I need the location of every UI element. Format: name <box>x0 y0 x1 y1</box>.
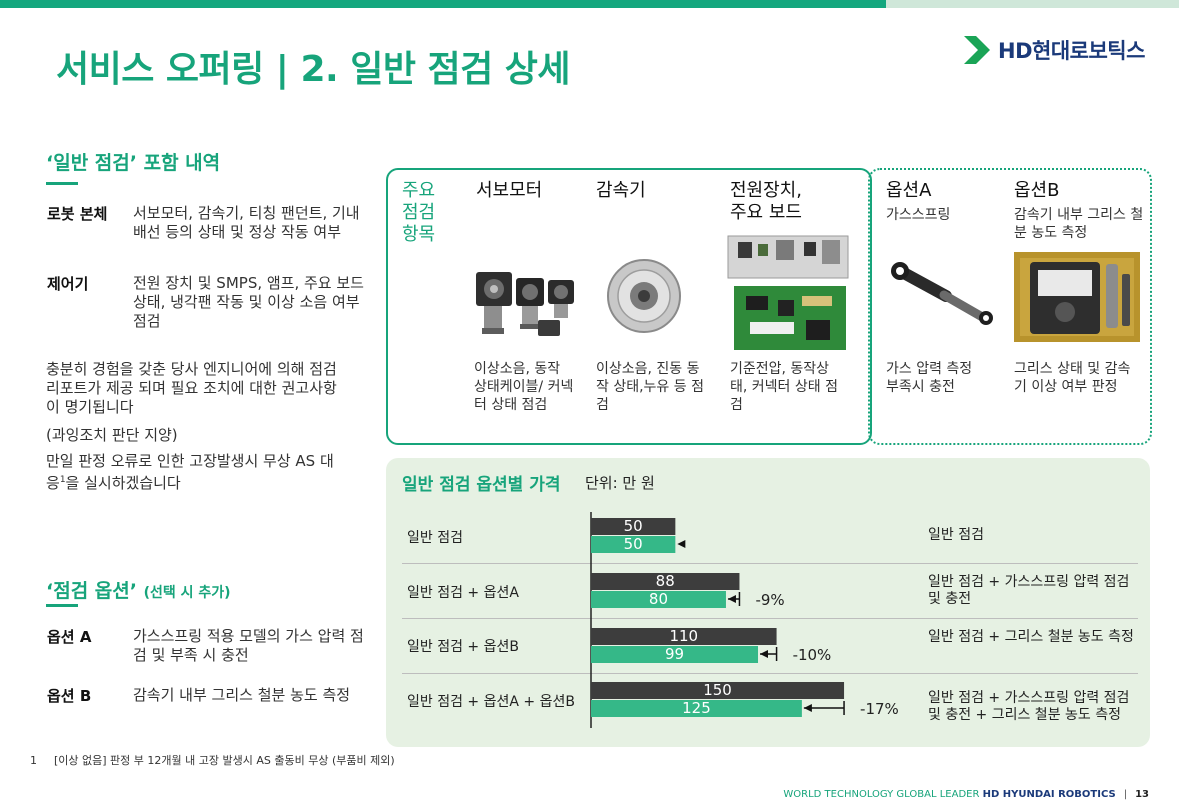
bar-value-label: 150 <box>703 681 732 699</box>
reducer-image <box>607 259 681 333</box>
discount-arrow-head <box>727 595 736 603</box>
page-title: 서비스 오퍼링 | 2. 일반 점검 상세 <box>56 49 571 90</box>
robot-body-label: 로봇 본체 <box>47 205 108 223</box>
grease-meter-image <box>1014 252 1140 342</box>
option-b-text: 감속기 내부 그리스 철분 농도 측정 <box>133 686 351 704</box>
option-b-desc: 그리스 상태 및 감속기 이상 여부 판정 <box>1014 361 1131 395</box>
option-b-heading: 옵션B <box>1014 180 1060 201</box>
row-description: 일반 점검 + 가스스프링 압력 점검 및 충전 + 그리스 철분 농도 측정 <box>928 690 1130 723</box>
section-options-title: ‘점검 옵션’ (선택 시 추가) <box>46 580 231 602</box>
logo-text: HD현대로보틱스 <box>998 39 1145 63</box>
reducer-desc: 이상소음, 진동 동작 상태,누유 등 점검 <box>596 361 704 413</box>
row-divider <box>402 673 1138 674</box>
section-included-title: ‘일반 점검’ 포함 내역 <box>46 152 221 174</box>
main-items-label: 주요 점검 항목 <box>402 180 436 245</box>
row-divider <box>402 618 1138 619</box>
option-a-text: 가스스프링 적용 모델의 가스 압력 점검 및 부족 시 충전 <box>133 627 364 664</box>
row-label: 일반 점검 + 옵션B <box>407 639 519 655</box>
section-underline <box>46 604 78 607</box>
bar-value-label: 125 <box>682 699 711 717</box>
report-paragraph: 충분히 경험을 갖춘 당사 엔지니어에 의해 점검 리포트가 제공 되며 필요 … <box>46 360 337 416</box>
discount-label: -10% <box>793 646 832 664</box>
footnote: 1 [이상 없음] 판정 부 12개월 내 고장 발생시 AS 출동비 무상 (부… <box>30 754 395 767</box>
bar-offer-price <box>591 646 759 663</box>
page-number: 13 <box>1135 789 1149 800</box>
row-description: 일반 점검 + 그리스 철분 농도 측정 <box>928 629 1134 645</box>
option-a-desc: 가스 압력 측정 부족시 충전 <box>886 361 973 395</box>
bar-value-label: 80 <box>649 590 668 608</box>
discount-arrow-head <box>803 704 812 712</box>
bar-list-price <box>591 573 740 590</box>
servo-motor-image <box>476 272 574 336</box>
row-description: 일반 점검 <box>928 527 984 543</box>
top-accent-bar <box>0 0 1179 8</box>
option-a-subtitle: 가스스프링 <box>886 207 951 223</box>
discount-label: -9% <box>755 591 784 609</box>
power-board-image <box>727 235 849 350</box>
option-items-panel <box>868 168 1152 445</box>
bar-list-price <box>591 518 676 535</box>
footer-brand: HD HYUNDAI ROBOTICS <box>982 789 1116 800</box>
bar-offer-price <box>591 700 802 717</box>
discount-label: -17% <box>860 700 899 718</box>
bar-list-price <box>591 628 777 645</box>
power-board-heading: 전원장치, 주요 보드 <box>730 180 802 223</box>
power-supply-unit <box>727 235 849 279</box>
footer-tagline: WORLD TECHNOLOGY GLOBAL LEADER <box>783 789 980 800</box>
option-b-label: 옵션 B <box>47 687 92 705</box>
option-b-subtitle: 감속기 내부 그리스 철분 농도 측정 <box>1014 207 1144 241</box>
row-description: 일반 점검 + 가스스프링 압력 점검 및 충전 <box>928 574 1130 607</box>
reducer-heading: 감속기 <box>596 180 646 201</box>
option-a-heading: 옵션A <box>886 180 932 201</box>
footer: WORLD TECHNOLOGY GLOBAL LEADER HD HYUNDA… <box>783 789 1149 800</box>
servo-motor-heading: 서보모터 <box>476 180 543 201</box>
gas-spring-image <box>891 262 993 325</box>
same-price-marker <box>677 540 686 548</box>
bar-offer-price <box>591 591 726 608</box>
bar-value-label: 50 <box>624 517 643 535</box>
row-label: 일반 점검 + 옵션A <box>407 585 519 601</box>
bar-value-label: 99 <box>665 645 684 663</box>
row-divider <box>402 563 1138 564</box>
chart-unit: 단위: 만 원 <box>585 474 655 492</box>
footnote-ref: 1 <box>59 475 66 485</box>
controller-label: 제어기 <box>47 275 89 293</box>
main-items-panel <box>386 168 872 445</box>
power-board-desc: 기준전압, 동작상태, 커넥터 상태 점검 <box>730 361 838 413</box>
control-board <box>734 286 846 350</box>
servo-motor-medium <box>516 278 544 329</box>
controller-text: 전원 장치 및 SMPS, 앰프, 주요 보드 상태, 냉각팬 작동 및 이상 … <box>133 274 364 330</box>
bar-value-label: 110 <box>669 627 698 645</box>
company-logo: HD현대로보틱스 <box>962 34 1145 66</box>
servo-motor-small <box>538 280 574 336</box>
bar-value-label: 50 <box>624 535 643 553</box>
bar-offer-price <box>591 536 676 553</box>
bar-value-label: 88 <box>656 572 675 590</box>
servo-motor-desc: 이상소음, 동작 상태케이블/ 커넥터 상태 점검 <box>474 361 574 413</box>
chart-title: 일반 점검 옵션별 가격 <box>402 475 561 495</box>
section-underline <box>46 182 78 185</box>
over-action-note: (과잉조치 판단 지양) <box>46 426 178 444</box>
robot-body-text: 서보모터, 감속기, 티칭 팬던트, 기내 배선 등의 상태 및 정상 작동 여… <box>133 204 360 241</box>
free-as-paragraph: 만일 판정 오류로 인한 고장발생시 무상 AS 대응1을 실시하겠습니다 <box>46 452 334 492</box>
logo-mark-icon <box>964 36 990 64</box>
servo-motor-large <box>476 272 512 334</box>
bar-list-price <box>591 682 845 699</box>
discount-arrow-head <box>760 650 769 658</box>
option-a-label: 옵션 A <box>47 628 92 646</box>
row-label: 일반 점검 <box>407 530 463 546</box>
row-label: 일반 점검 + 옵션A + 옵션B <box>407 694 575 710</box>
